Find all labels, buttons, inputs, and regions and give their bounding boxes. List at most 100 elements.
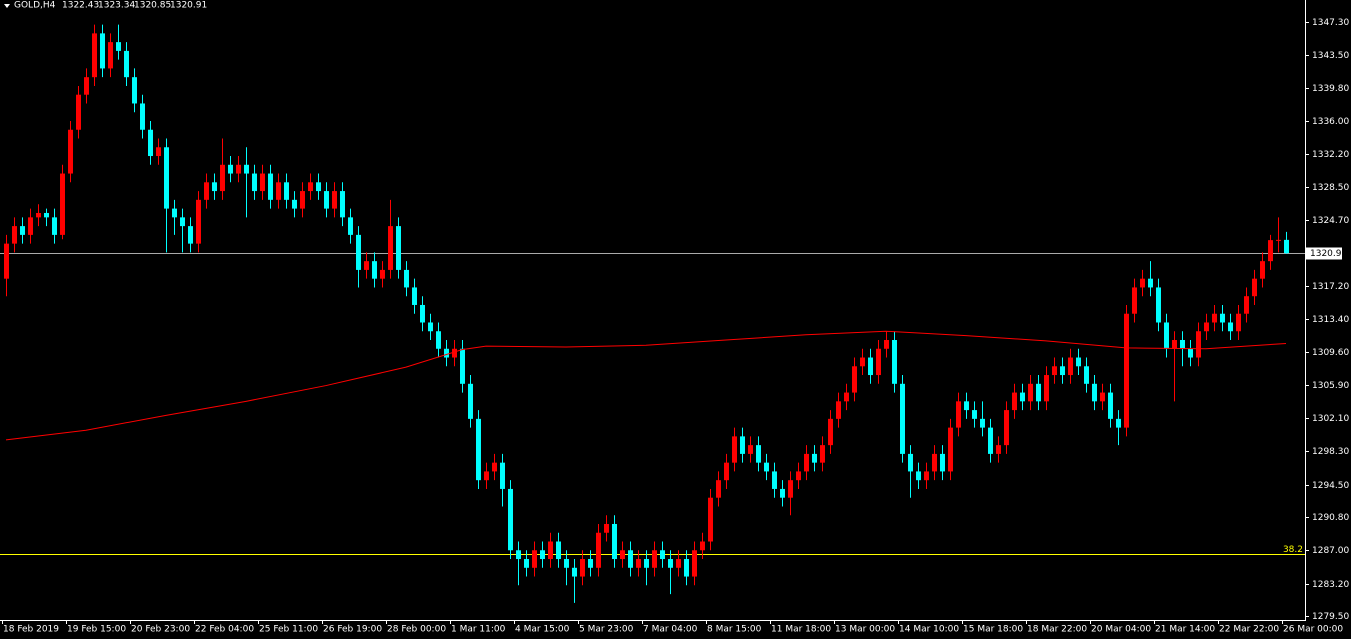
candle-body [1172,340,1177,349]
candle-body [1028,383,1033,402]
candle-body [652,550,657,568]
candle-body [852,366,857,393]
moving-average [5,330,1287,441]
candle-body [452,348,457,358]
candle-body [252,173,257,192]
candle-body [1188,348,1193,358]
candle-body [996,445,1001,454]
candle-body [700,541,705,551]
candle-body [364,261,369,270]
candle-body [196,199,201,244]
candle-body [484,471,489,481]
y-tick-label: 1309.60 [1312,348,1349,358]
candle-body [772,471,777,489]
candle-body [1092,383,1097,402]
candle-body [188,226,193,244]
candle-body [660,550,665,560]
candle-body [1260,261,1265,279]
candle-body [1012,392,1017,411]
candle-body [1212,313,1217,323]
candle-body [204,182,209,200]
candle-body [1116,418,1121,428]
candle-body [1148,278,1153,288]
candle-body [60,173,65,235]
candle-body [492,462,497,472]
candle-body [1228,322,1233,332]
candle-body [124,50,129,78]
x-tick-label: 14 Mar 10:00 [899,625,959,635]
candle-body [900,383,905,454]
candle-body [892,340,897,384]
candle-body [740,436,745,454]
candle-body [28,217,33,235]
x-tick-label: 28 Feb 00:00 [387,625,446,635]
candle-body [396,226,401,270]
candle-body [1244,296,1249,314]
candle-body [356,234,361,270]
candle-body [1124,313,1129,428]
y-tick-label: 1298.30 [1312,447,1349,457]
candle-body [1252,278,1257,297]
symbol: GOLD,H4 [14,1,56,11]
y-tick-label: 1317.20 [1312,282,1349,292]
candle-body [748,445,753,454]
candle-body [884,340,889,349]
candle-body [580,559,585,577]
candle-body [676,559,681,568]
candle-body [620,550,625,560]
candle-body [1140,278,1145,288]
candle-body [52,217,57,235]
candle-body [540,550,545,560]
candle-body [684,559,689,577]
candle-body [564,559,569,568]
candle-body [468,383,473,419]
candle-body [1156,287,1161,323]
candle-body [276,182,281,200]
candle-body [372,261,377,279]
candle-body [1204,322,1209,332]
candle-body [1036,383,1041,402]
candle-body [236,164,241,174]
candle-body [1044,375,1049,402]
candle-body [1236,313,1241,332]
candle-body [1196,331,1201,358]
y-tick-label: 1302.10 [1312,414,1349,424]
x-tick-label: 22 Mar 22:00 [1219,625,1279,635]
candle-body [228,164,233,174]
candle-body [1084,366,1089,384]
candle-body [148,129,153,157]
x-tick-label: 25 Feb 11:00 [259,625,318,635]
candle-body [404,269,409,288]
candle-body [388,226,393,270]
candle-body [980,418,985,428]
x-tick-label: 18 Feb 2019 [3,625,59,635]
candle-body [532,550,537,568]
candle-body [116,42,121,51]
x-tick-label: 20 Mar 04:00 [1091,625,1151,635]
candle-body [172,208,177,218]
candle-body [788,480,793,498]
candle-body [1052,366,1057,376]
candle-body [420,304,425,323]
fib-label: 38.2 [1283,545,1303,555]
candle-body [1276,239,1281,241]
y-tick-label: 1294.50 [1312,481,1349,491]
candle-body [764,462,769,472]
candle-body [548,541,553,560]
candle-body [940,453,945,472]
candle-body [932,453,937,472]
y-tick-label: 1343.50 [1312,51,1349,61]
candle-body [508,488,513,551]
candle-body [220,164,225,192]
candle-body [156,147,161,157]
x-tick-label: 20 Feb 23:00 [131,625,190,635]
candle-body [844,392,849,402]
candle-body [820,445,825,463]
candle-body [604,523,609,533]
candle-body [516,550,521,560]
candle-body [436,331,441,349]
x-tick-label: 19 Feb 15:00 [67,625,126,635]
x-tick-label: 5 Mar 23:00 [579,625,634,635]
y-tick-label: 1324.70 [1312,216,1349,226]
